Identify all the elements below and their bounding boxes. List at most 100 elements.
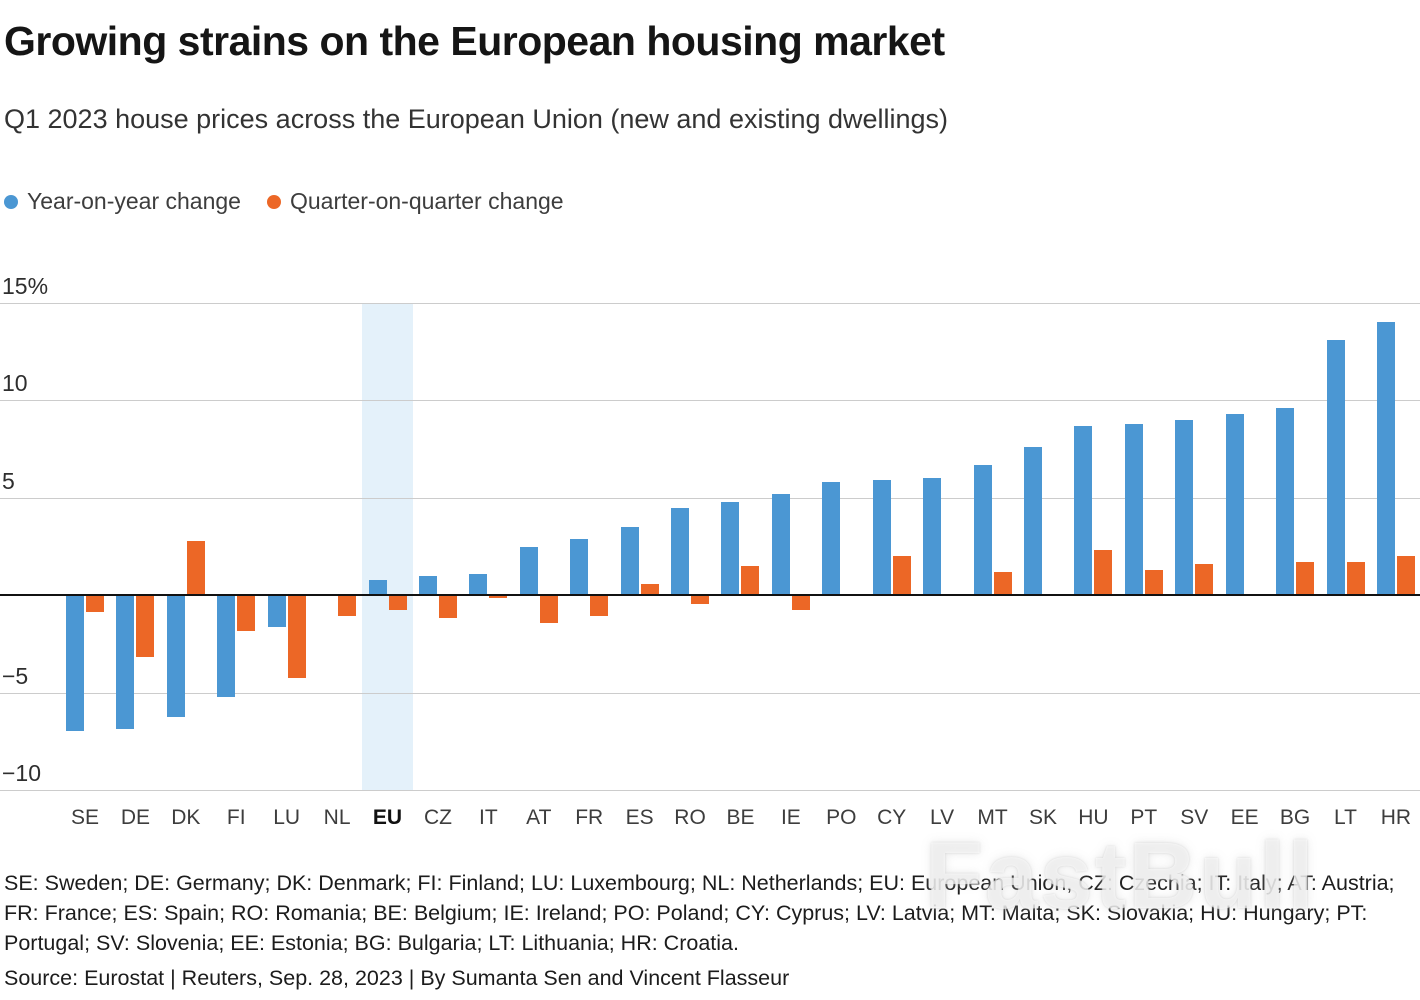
bar-qoq-SV [1195,564,1214,596]
bar-yoy-LU [267,596,286,628]
x-label-CZ: CZ [423,806,452,829]
gridline-10 [0,400,1420,402]
y-tick-label-5: 5 [2,467,15,494]
legend-label-qoq: Quarter-on-quarter change [289,188,564,214]
bar-qoq-DE [136,596,155,657]
legend-dot-blue-icon [4,194,18,209]
gridline-15 [0,303,1420,304]
bar-yoy-DE [116,596,135,729]
page-title: Growing strains on the European housing … [4,18,945,64]
bar-qoq-EU [388,596,407,610]
x-label-LU: LU [273,806,301,829]
x-label-LV: LV [930,806,955,829]
bar-yoy-ES [620,527,639,596]
bar-yoy-BE [721,501,740,596]
gridline-5 [0,497,1420,499]
bar-qoq-CZ [438,596,457,618]
bar-yoy-MT [973,464,992,596]
bar-yoy-EU [368,579,387,596]
bar-yoy-HR [1376,322,1395,596]
bar-yoy-AT [519,546,538,596]
x-label-EE: EE [1230,806,1259,829]
bar-qoq-BG [1296,562,1315,596]
bar-yoy-PO [822,482,841,596]
legend-label-yoy: Year-on-year change [27,188,241,214]
bar-qoq-MT [993,571,1012,596]
bar-qoq-HR [1396,556,1415,596]
legend-item-yoy: Year-on-year change [4,188,241,215]
x-label-IE: IE [780,806,801,829]
chart-legend: Year-on-year change Quarter-on-quarter c… [4,188,564,215]
legend-dot-orange-icon [266,194,281,209]
bar-yoy-LV [923,478,942,596]
x-label-BE: BE [726,806,755,829]
x-label-EU: EU [372,806,403,829]
bar-yoy-FI [217,596,236,698]
bar-qoq-CY [892,556,911,596]
x-label-PO: PO [826,806,857,829]
x-label-DK: DK [171,806,201,829]
x-label-CY: CY [877,806,907,829]
gridline--5 [0,692,1420,694]
bar-yoy-EE [1225,414,1244,596]
bar-qoq-PT [1144,569,1163,596]
bar-qoq-BE [741,565,760,596]
bar-yoy-RO [671,507,690,596]
bar-yoy-LT [1326,340,1345,596]
x-label-IT: IT [479,806,498,829]
x-label-HR: HR [1380,806,1412,829]
bar-qoq-LU [287,596,306,678]
bar-yoy-SE [66,596,84,731]
x-label-NL: NL [323,806,351,829]
bar-yoy-CY [872,480,891,596]
chart-subtitle: Q1 2023 house prices across the European… [4,104,949,134]
bar-qoq-FR [590,596,609,616]
bar-qoq-IE [791,596,810,610]
y-tick-label-10: 10 [2,370,28,397]
bar-qoq-RO [691,596,710,604]
bar-yoy-CZ [418,575,437,596]
bar-yoy-HU [1074,425,1093,596]
y-tick-label--10: −10 [2,760,42,786]
bar-yoy-FR [570,538,589,596]
x-label-FI: FI [226,806,246,829]
x-label-SK: SK [1028,806,1057,829]
source-line: Source: Eurostat | Reuters, Sep. 28, 202… [4,966,790,990]
y-tick-label-15: 15% [2,273,49,299]
x-label-BG: BG [1279,806,1311,829]
bar-qoq-IT [489,596,508,599]
bar-yoy-BG [1276,408,1295,596]
zero-axis-line [0,594,1420,597]
x-label-MT: MT [977,806,1008,829]
x-label-LT: LT [1334,806,1357,829]
x-label-DE: DE [120,806,150,829]
bar-yoy-SK [1023,447,1042,596]
bar-yoy-IT [469,573,488,596]
x-label-SV: SV [1180,806,1209,829]
legend-item-qoq: Quarter-on-quarter change [266,188,564,215]
y-tick-label--5: −5 [2,662,29,689]
bar-qoq-HU [1094,550,1113,596]
x-label-ES: ES [625,806,654,829]
bar-qoq-FI [237,596,256,632]
eu-highlight-band [362,303,414,790]
x-label-HU: HU [1078,806,1109,829]
bar-qoq-LT [1346,562,1365,596]
bar-qoq-NL [338,596,357,616]
bar-qoq-DK [186,540,205,596]
bar-yoy-PT [1124,423,1143,596]
bar-yoy-IE [771,493,790,596]
bar-yoy-SV [1175,419,1194,596]
x-label-PT: PT [1130,806,1158,829]
country-key-footnote: SE: Sweden; DE: Germany; DK: Denmark; FI… [4,871,1395,955]
bar-qoq-ES [640,583,659,596]
x-label-AT: AT [526,806,552,829]
x-label-SE: SE [70,806,99,829]
bar-yoy-DK [166,596,185,717]
x-axis-labels: SE DE DK FI LU NL EU CZ IT AT FR ES RO BE IE PO CY LV MT SK… [0,806,1420,840]
x-label-FR: FR [575,806,604,829]
plot-area: 15% 10 5 −5 −10 [0,273,1420,791]
bar-qoq-AT [539,596,558,624]
gridline--10 [0,790,1420,791]
